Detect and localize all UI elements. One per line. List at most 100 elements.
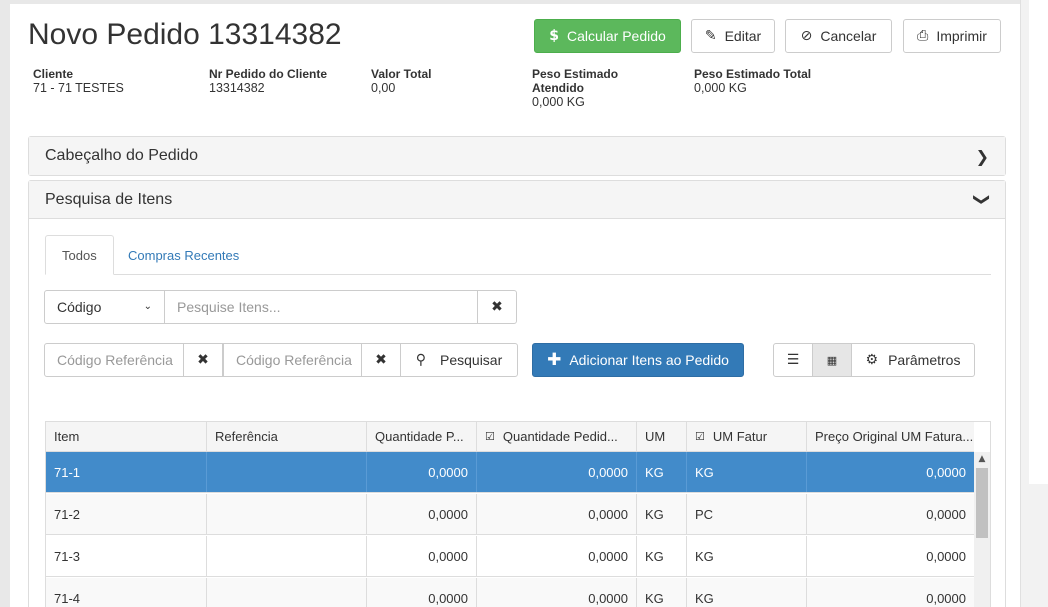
ref1-input[interactable]: Código Referência xyxy=(44,343,184,377)
cell-um-fatur[interactable]: KG xyxy=(687,536,807,576)
list-icon: ☰ xyxy=(786,352,800,368)
chevron-down-icon[interactable]: ❯ xyxy=(972,192,992,207)
grid-view-button[interactable]: ▦ xyxy=(812,343,852,377)
cell-um: KG xyxy=(637,494,687,534)
col-header-preco-original[interactable]: Preço Original UM Fatura... xyxy=(815,429,974,444)
cell-item: 71-4 xyxy=(46,578,207,607)
clear-search-button[interactable]: ✖ xyxy=(477,290,517,324)
pesquisa-panel-header[interactable]: Pesquisa de Itens ❯ xyxy=(29,181,1005,219)
cell-quantidade-pedida[interactable]: 0,0000 xyxy=(477,536,637,576)
dollar-icon: $ xyxy=(549,28,559,44)
search-field-select-value: Código xyxy=(57,299,102,315)
close-icon: ✖ xyxy=(197,352,209,368)
ref2-input[interactable]: Código Referência xyxy=(223,343,362,377)
close-icon: ✖ xyxy=(491,299,503,315)
info-valor-total: Valor Total 0,00 xyxy=(371,67,531,95)
adicionar-itens-button[interactable]: ✚ Adicionar Itens ao Pedido xyxy=(532,343,744,377)
parametros-button[interactable]: ⚙ Parâmetros xyxy=(851,343,975,377)
imprimir-button[interactable]: ⎙ Imprimir xyxy=(903,19,1001,53)
info-value: 0,000 KG xyxy=(694,81,747,95)
table-row[interactable]: 71-2 0,0000 0,0000 KG PC 0,0000 xyxy=(46,494,974,535)
info-value: 0,000 KG xyxy=(532,95,585,109)
cell-quantidade-p: 0,0000 xyxy=(367,494,477,534)
cell-quantidade-pedida[interactable]: 0,0000 xyxy=(477,494,637,534)
chevron-right-icon[interactable]: ❯ xyxy=(975,146,989,166)
search-input[interactable]: Pesquise Itens... xyxy=(164,290,478,324)
cell-referencia xyxy=(207,578,367,607)
table-row[interactable]: 71-3 0,0000 0,0000 KG KG 0,0000 xyxy=(46,536,974,577)
cell-um: KG xyxy=(637,452,687,492)
clear-ref1-button[interactable]: ✖ xyxy=(183,343,223,377)
grid-scrollbar[interactable]: ▲ xyxy=(974,452,990,607)
pencil-icon: ✎ xyxy=(704,28,717,44)
cell-um: KG xyxy=(637,578,687,607)
pesquisa-panel: Pesquisa de Itens ❯ Todos Compras Recent… xyxy=(28,180,1006,607)
cell-preco: 0,0000 xyxy=(926,464,966,480)
page-title: Novo Pedido 13314382 xyxy=(28,18,342,51)
item-tabs: Todos Compras Recentes xyxy=(45,235,991,275)
calcular-pedido-button[interactable]: $ Calcular Pedido xyxy=(534,19,681,53)
cancelar-button[interactable]: ⊘ Cancelar xyxy=(785,19,892,53)
info-label: Cliente xyxy=(33,67,74,81)
pesquisar-button[interactable]: ⚲ Pesquisar xyxy=(400,343,518,377)
table-row[interactable]: 71-4 0,0000 0,0000 KG KG 0,0000 xyxy=(46,578,974,607)
info-cliente: Cliente 71 - 71 TESTES xyxy=(33,67,193,95)
imprimir-label: Imprimir xyxy=(936,28,987,44)
editar-label: Editar xyxy=(724,28,762,44)
list-view-button[interactable]: ☰ xyxy=(773,343,813,377)
print-icon: ⎙ xyxy=(917,28,929,44)
col-header-um-fatur[interactable]: ☑ UM Fatur xyxy=(687,422,807,451)
order-page: Novo Pedido 13314382 $ Calcular Pedido ✎… xyxy=(10,4,1020,607)
chevron-down-icon: ⌄ xyxy=(143,301,152,312)
cabecalho-panel-header[interactable]: Cabeçalho do Pedido ❯ xyxy=(29,137,1005,175)
plus-icon: ✚ xyxy=(547,349,562,370)
tab-compras-recentes[interactable]: Compras Recentes xyxy=(128,247,240,263)
col-header-item[interactable]: Item xyxy=(46,422,207,451)
grid-scrollbar-thumb[interactable] xyxy=(976,468,988,538)
col-header-referencia[interactable]: Referência xyxy=(207,422,367,451)
info-value: 71 - 71 TESTES xyxy=(33,81,124,95)
cabecalho-panel-title: Cabeçalho do Pedido xyxy=(45,147,199,164)
close-icon: ✖ xyxy=(375,352,387,368)
info-label: Peso Estimado Atendido xyxy=(532,67,619,95)
cell-quantidade-p: 0,0000 xyxy=(367,536,477,576)
cell-quantidade-p: 0,0000 xyxy=(367,452,477,492)
cell-um-fatur[interactable]: KG xyxy=(687,578,807,607)
cell-item: 71-1 xyxy=(46,452,207,492)
cell-quantidade-pedida[interactable]: 0,0000 xyxy=(477,578,637,607)
col-header-quantidade-pedida[interactable]: ☑ Quantidade Pedid... xyxy=(477,422,637,451)
cell-um: KG xyxy=(637,536,687,576)
cell-preco: 0,0000 xyxy=(926,590,966,606)
grid-icon: ▦ xyxy=(826,353,838,367)
cell-referencia xyxy=(207,494,367,534)
cell-um-fatur[interactable]: PC xyxy=(687,494,807,534)
info-nr-pedido: Nr Pedido do Cliente 13314382 xyxy=(209,67,369,95)
pesquisa-panel-title: Pesquisa de Itens xyxy=(45,190,173,208)
info-peso-total: Peso Estimado Total 0,000 KG xyxy=(694,67,854,95)
window-scrollbar-thumb[interactable] xyxy=(1029,0,1048,484)
tab-todos[interactable]: Todos xyxy=(45,235,114,275)
ban-icon: ⊘ xyxy=(800,28,813,44)
info-value: 0,00 xyxy=(371,81,396,95)
table-row[interactable]: 71-1 0,0000 0,0000 KG KG 0,0000 xyxy=(46,452,974,493)
edit-check-icon: ☑ xyxy=(485,430,495,443)
cell-quantidade-p: 0,0000 xyxy=(367,578,477,607)
cell-item: 71-3 xyxy=(46,536,207,576)
cabecalho-panel: Cabeçalho do Pedido ❯ xyxy=(28,136,1006,176)
cell-um-fatur[interactable]: KG xyxy=(687,452,807,492)
clear-ref2-button[interactable]: ✖ xyxy=(361,343,401,377)
cell-quantidade-pedida[interactable]: 0,0000 xyxy=(477,452,637,492)
search-field-select[interactable]: Código ⌄ xyxy=(44,290,165,324)
info-label: Nr Pedido do Cliente xyxy=(209,67,328,81)
window-scrollbar[interactable] xyxy=(1020,0,1048,607)
cell-preco: 0,0000 xyxy=(926,548,966,564)
col-header-quantidade-p[interactable]: Quantidade P... xyxy=(367,422,477,451)
editar-button[interactable]: ✎ Editar xyxy=(691,19,775,53)
scroll-up-icon[interactable]: ▲ xyxy=(978,454,986,464)
col-header-label: UM Fatur xyxy=(712,429,768,444)
calcular-pedido-label: Calcular Pedido xyxy=(566,28,666,44)
info-value: 13314382 xyxy=(209,81,265,95)
cell-referencia xyxy=(207,452,367,492)
info-label: Peso Estimado Total xyxy=(694,67,812,81)
col-header-um[interactable]: UM xyxy=(637,422,687,451)
